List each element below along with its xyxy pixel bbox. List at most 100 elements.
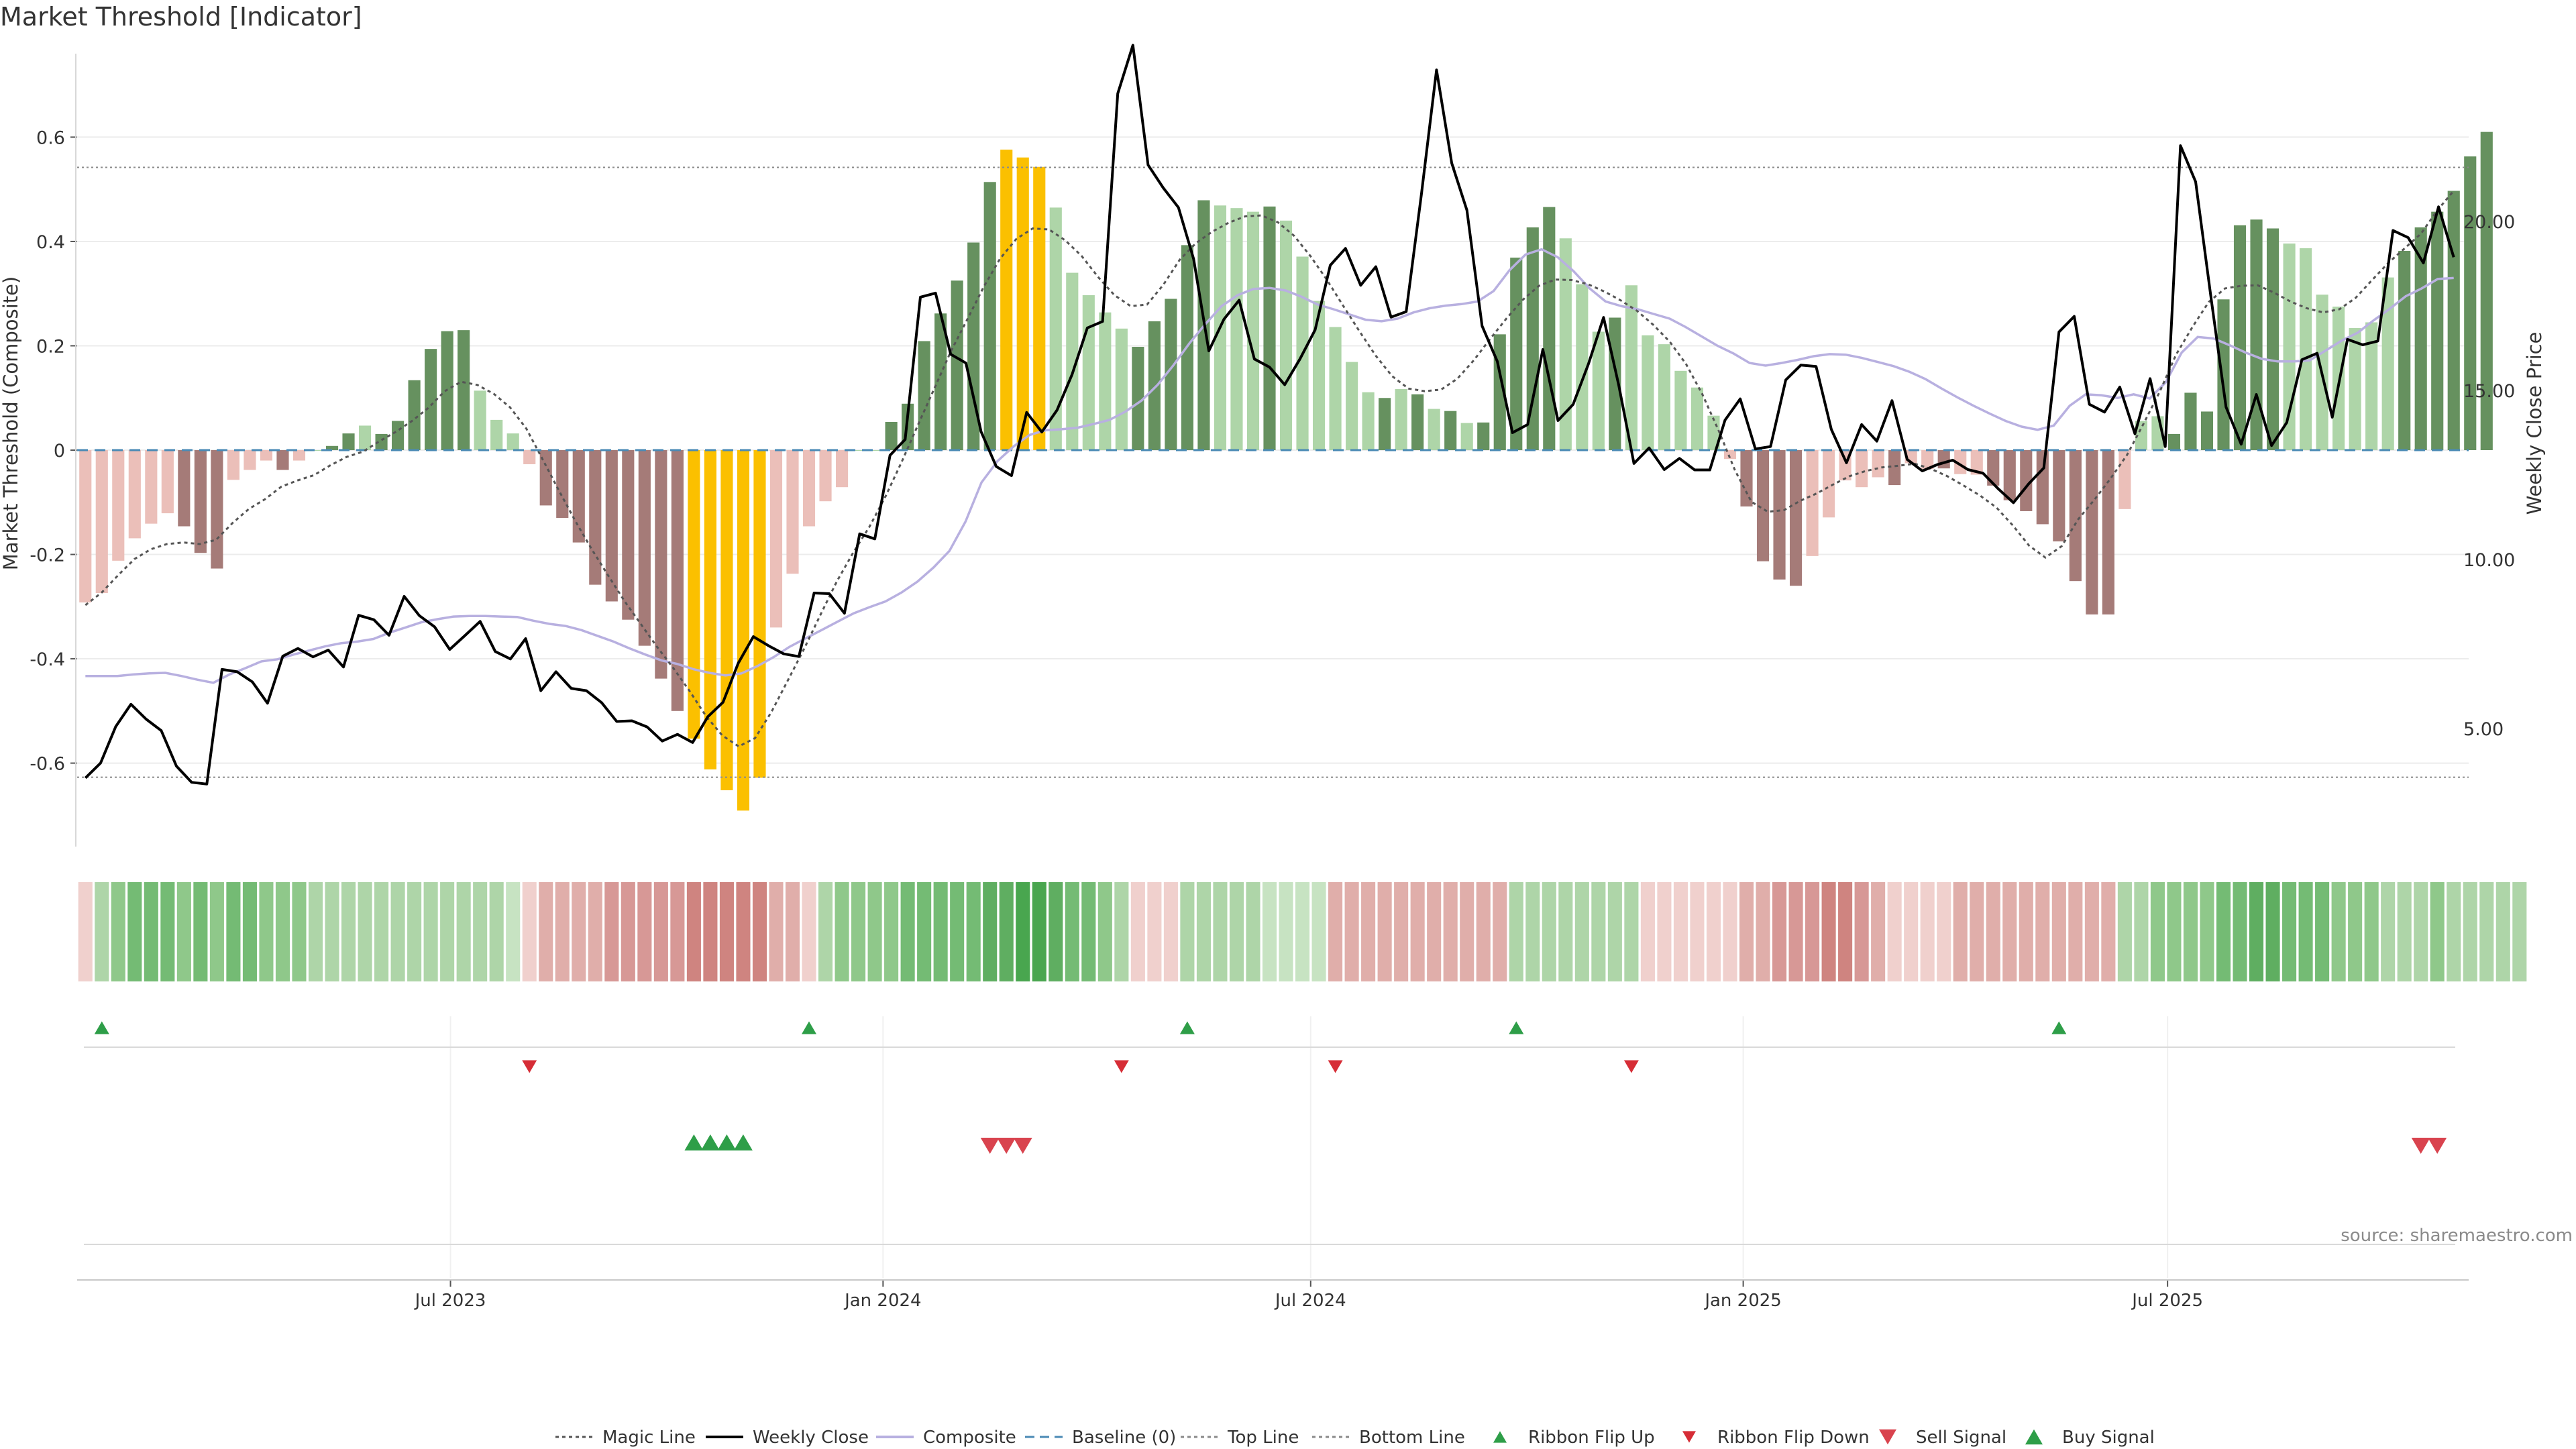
x-tick-label: Jan 2025 bbox=[1703, 1291, 1782, 1311]
legend-item: Magic Line bbox=[555, 1428, 696, 1448]
ribbon-cell bbox=[1920, 882, 1935, 981]
ribbon-cell bbox=[2035, 882, 2050, 981]
composite-bar bbox=[638, 450, 651, 646]
composite-bar bbox=[2283, 244, 2296, 450]
ribbon-cell bbox=[1130, 882, 1145, 981]
composite-bar bbox=[506, 433, 519, 450]
ribbon-cell bbox=[2364, 882, 2379, 981]
legend-item: Weekly Close bbox=[706, 1428, 869, 1448]
composite-bar bbox=[852, 450, 865, 451]
composite-bar bbox=[671, 450, 684, 711]
ribbon-cell bbox=[522, 882, 537, 981]
ribbon-cell bbox=[851, 882, 866, 981]
ribbon-cell bbox=[341, 882, 356, 981]
legend-item: Composite bbox=[876, 1428, 1016, 1448]
ribbon-cell bbox=[1279, 882, 1293, 981]
composite-bar bbox=[1049, 207, 1062, 450]
ribbon-cell bbox=[2479, 882, 2494, 981]
composite-bar bbox=[194, 450, 207, 553]
ribbon-cell bbox=[818, 882, 833, 981]
y-tick-label-right: 20.00 bbox=[2463, 212, 2515, 233]
composite-bar bbox=[375, 433, 388, 450]
composite-bar bbox=[1723, 450, 1737, 460]
composite-bar bbox=[1115, 328, 1128, 450]
ribbon-cell bbox=[1970, 882, 1984, 981]
ribbon-cell bbox=[407, 882, 422, 981]
ribbon-cell bbox=[1904, 882, 1919, 981]
ribbon-cell bbox=[1180, 882, 1195, 981]
legend-label: Buy Signal bbox=[2062, 1428, 2155, 1448]
ribbon-cell bbox=[1558, 882, 1573, 981]
sell-signal-marker bbox=[997, 1138, 1016, 1154]
buy-signal-marker bbox=[684, 1134, 704, 1150]
ribbon-cell bbox=[1246, 882, 1260, 981]
ribbon-cell bbox=[1114, 882, 1129, 981]
composite-line bbox=[85, 248, 2454, 684]
composite-bar bbox=[1132, 347, 1144, 450]
legend-label: Weekly Close bbox=[753, 1428, 869, 1448]
ribbon-cell bbox=[358, 882, 372, 981]
legend-label: Ribbon Flip Up bbox=[1528, 1428, 1655, 1448]
composite-bar bbox=[2300, 248, 2312, 450]
y-tick-label-right: 15.00 bbox=[2463, 381, 2515, 402]
y-tick-label-left: -0.4 bbox=[30, 649, 65, 670]
y-tick-label-left: 0.2 bbox=[36, 336, 65, 357]
composite-bar bbox=[1148, 321, 1161, 450]
y-tick-label-left: 0.6 bbox=[36, 127, 65, 148]
ribbon-cell bbox=[1805, 882, 1820, 981]
legend-label: Baseline (0) bbox=[1072, 1428, 1176, 1448]
ribbon-cell bbox=[2051, 882, 2066, 981]
ribbon-flip-up-marker bbox=[94, 1021, 109, 1034]
composite-bar bbox=[1312, 301, 1326, 450]
ribbon-cell bbox=[2183, 882, 2198, 981]
ribbon-cell bbox=[259, 882, 274, 981]
ribbon-cell bbox=[226, 882, 241, 981]
composite-bar bbox=[1658, 344, 1670, 450]
composite-bar bbox=[1756, 450, 1770, 561]
y-axis-title-left: Market Threshold (Composite) bbox=[0, 276, 22, 570]
ribbon-cell bbox=[1410, 882, 1425, 981]
composite-bar bbox=[2447, 191, 2460, 450]
ribbon-cell bbox=[1821, 882, 1836, 981]
ribbon-cell bbox=[1394, 882, 1409, 981]
ribbon-flip-down-marker bbox=[1114, 1060, 1129, 1073]
ribbon-cell bbox=[1591, 882, 1606, 981]
ribbon-cell bbox=[2084, 882, 2099, 981]
ribbon-cell bbox=[111, 882, 125, 981]
composite-bar bbox=[161, 450, 174, 514]
composite-bar bbox=[1674, 370, 1687, 450]
ribbon-cell bbox=[752, 882, 767, 981]
ribbon-cell bbox=[176, 882, 191, 981]
composite-bar bbox=[1444, 411, 1457, 450]
ribbon-cell bbox=[900, 882, 915, 981]
ribbon-cell bbox=[950, 882, 965, 981]
ribbon-cell bbox=[2233, 882, 2247, 981]
composite-bar bbox=[1642, 335, 1654, 450]
composite-bar bbox=[835, 450, 849, 488]
ribbon-cell bbox=[325, 882, 339, 981]
ribbon-cell bbox=[1049, 882, 1063, 981]
composite-bar bbox=[572, 450, 585, 543]
sell-signal-marker bbox=[2428, 1138, 2447, 1154]
composite-bar bbox=[2118, 450, 2131, 509]
ribbon-cell bbox=[308, 882, 323, 981]
ribbon-cell bbox=[1542, 882, 1556, 981]
ribbon-cell bbox=[2249, 882, 2264, 981]
ribbon-cell bbox=[835, 882, 849, 981]
ribbon-cell bbox=[489, 882, 504, 981]
composite-bar bbox=[1559, 238, 1572, 450]
composite-bar bbox=[1872, 450, 1884, 478]
composite-bar bbox=[2167, 433, 2181, 450]
y-tick-label-left: 0.4 bbox=[36, 232, 65, 253]
ribbon-cell bbox=[1574, 882, 1589, 981]
y-tick-label-right: 5.00 bbox=[2463, 719, 2504, 740]
composite-bar bbox=[276, 450, 289, 470]
ribbon-cell bbox=[785, 882, 800, 981]
composite-bar bbox=[1625, 285, 1638, 450]
composite-bar bbox=[1066, 272, 1079, 450]
composite-bar bbox=[1329, 327, 1342, 450]
composite-bar bbox=[2135, 421, 2147, 450]
ribbon-cell bbox=[555, 882, 570, 981]
ribbon-cell bbox=[769, 882, 784, 981]
composite-bar bbox=[737, 450, 750, 811]
